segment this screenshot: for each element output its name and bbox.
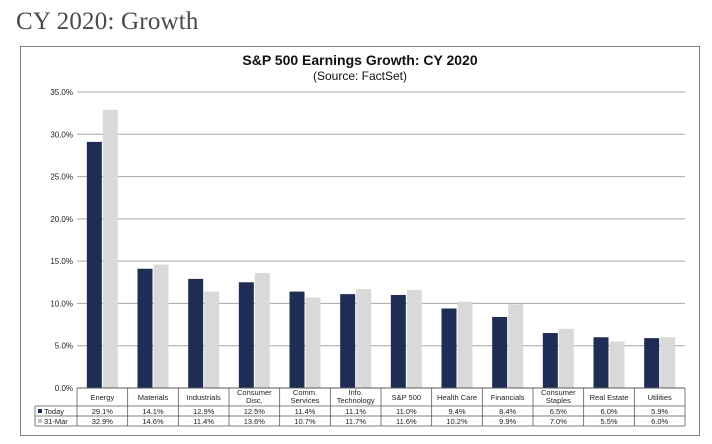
data-label: 29.1% <box>92 407 114 416</box>
x-tick-label: Financials <box>491 393 525 402</box>
bar-mar31 <box>102 109 118 388</box>
x-tick-label: Consumer <box>237 388 272 397</box>
y-tick-label: 0.0% <box>55 384 73 393</box>
y-tick-label: 5.0% <box>55 342 73 351</box>
chart-subtitle: (Source: FactSet) <box>312 69 408 83</box>
data-label: 6.0% <box>651 417 668 426</box>
data-label: 8.4% <box>499 407 516 416</box>
x-tick-label: Energy <box>90 393 114 402</box>
data-label: 10.7% <box>294 417 316 426</box>
x-tick-label: Technology <box>337 396 375 405</box>
data-label: 10.2% <box>446 417 468 426</box>
bar-mar31 <box>153 264 169 388</box>
y-tick-label: 35.0% <box>50 88 73 97</box>
data-label: 11.4% <box>193 417 214 426</box>
bar-today <box>441 308 457 388</box>
bar-today <box>340 294 356 388</box>
bar-today <box>390 294 406 388</box>
data-label: 9.9% <box>499 417 516 426</box>
data-label: 11.1% <box>345 407 366 416</box>
bar-mar31 <box>406 289 422 388</box>
bar-today <box>542 333 558 388</box>
y-tick-label: 20.0% <box>50 215 73 224</box>
data-label: 32.9% <box>92 417 114 426</box>
bar-today <box>289 291 305 388</box>
chart-frame: S&P 500 Earnings Growth: CY 2020 (Source… <box>20 46 700 436</box>
y-tick-label: 25.0% <box>50 173 73 182</box>
legend-swatch <box>38 419 42 423</box>
data-label: 9.4% <box>448 407 465 416</box>
bar-today <box>86 141 102 388</box>
data-label: 11.6% <box>396 417 417 426</box>
bar-today <box>644 338 660 388</box>
x-tick-label: Services <box>291 396 320 405</box>
bar-today <box>593 337 609 388</box>
legend-swatch <box>38 409 42 413</box>
data-label: 6.5% <box>550 407 567 416</box>
bar-mar31 <box>305 297 321 388</box>
bar-mar31 <box>356 289 372 388</box>
data-label: 5.5% <box>600 417 617 426</box>
x-tick-label: Info. <box>348 388 363 397</box>
data-label: 12.9% <box>193 407 215 416</box>
data-label: 11.4% <box>295 407 316 416</box>
y-tick-label: 30.0% <box>50 130 73 139</box>
x-tick-label: Utilities <box>648 393 672 402</box>
data-label: 13.6% <box>244 417 266 426</box>
bar-mar31 <box>204 291 220 388</box>
legend-label: 31-Mar <box>44 417 68 426</box>
data-label: 12.5% <box>244 407 266 416</box>
bar-mar31 <box>508 304 524 388</box>
x-tick-label: Staples <box>546 396 571 405</box>
bar-chart: 0.0% 5.0% 10.0% 15.0% 20.0% 25.0% 30.0% 35.0% En… <box>34 88 686 427</box>
data-label: 6.0% <box>600 407 617 416</box>
x-tick-label: Materials <box>138 393 169 402</box>
bar-today <box>492 316 508 388</box>
bar-today <box>188 278 204 388</box>
data-label: 5.9% <box>651 407 668 416</box>
bar-mar31 <box>660 337 676 388</box>
bar-today <box>137 268 153 388</box>
x-tick-label: Comm. <box>293 388 317 397</box>
bar-mar31 <box>609 341 625 388</box>
y-tick-label: 10.0% <box>50 299 73 308</box>
data-label: 14.1% <box>142 407 164 416</box>
bar-today <box>238 282 254 388</box>
bar-mar31 <box>558 328 574 388</box>
data-label: 14.6% <box>142 417 164 426</box>
data-label: 11.0% <box>396 407 417 416</box>
page-heading: CY 2020: Growth <box>16 8 199 35</box>
chart-title: S&P 500 Earnings Growth: CY 2020 <box>242 52 478 68</box>
data-label: 11.7% <box>345 417 366 426</box>
x-tick-label: Industrials <box>187 393 221 402</box>
bar-mar31 <box>457 301 473 388</box>
x-tick-label: Consumer <box>541 388 576 397</box>
y-tick-label: 15.0% <box>50 257 73 266</box>
legend-label: Today <box>44 407 64 416</box>
x-tick-label: S&P 500 <box>392 393 421 402</box>
data-label: 7.0% <box>550 417 567 426</box>
bar-mar31 <box>254 272 270 388</box>
x-tick-label: Health Care <box>437 393 477 402</box>
x-tick-label: Real Estate <box>590 393 629 402</box>
x-tick-label: Disc. <box>246 396 263 405</box>
